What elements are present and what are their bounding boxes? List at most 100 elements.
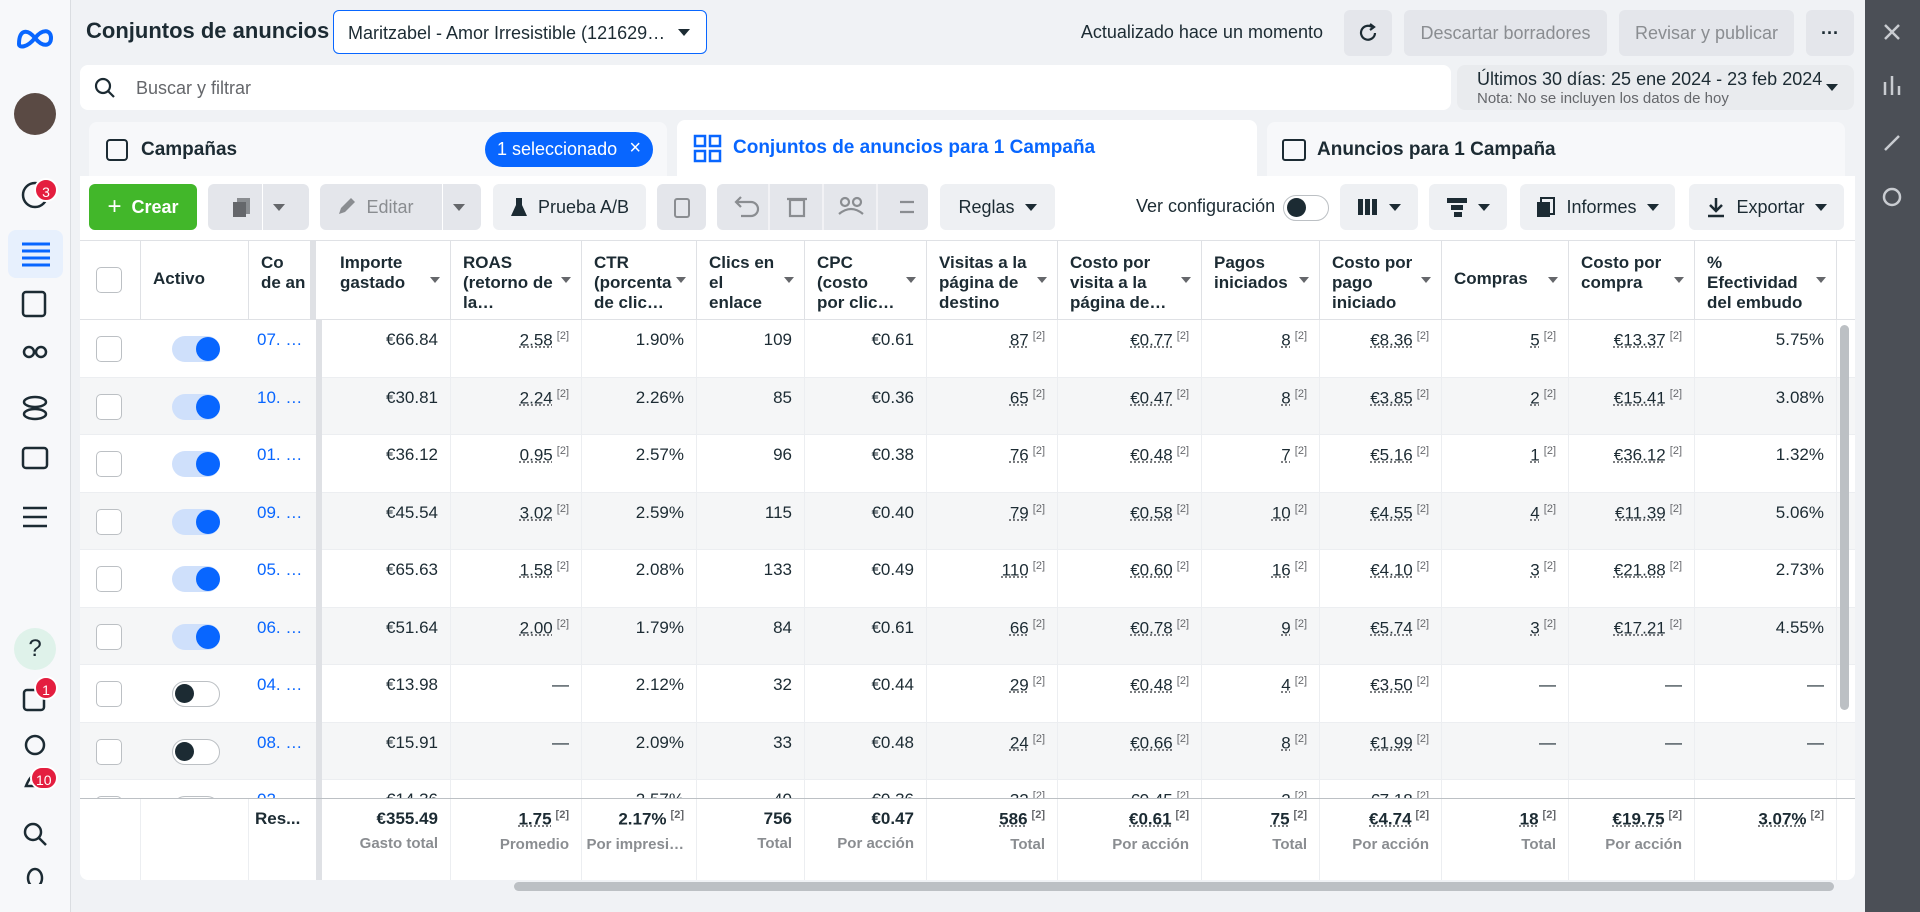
table-cell: 1 [2]: [1442, 435, 1569, 493]
account-select[interactable]: Maritzabel - Amor Irresistible (121629…: [333, 10, 707, 54]
menu-icon[interactable]: [20, 502, 50, 532]
adset-name[interactable]: 05. …: [249, 550, 322, 608]
row-checkbox[interactable]: [96, 508, 122, 535]
adset-name[interactable]: 08. …: [249, 722, 322, 780]
column-header[interactable]: Visitas a la página de destino: [927, 241, 1058, 319]
create-button[interactable]: + Crear: [89, 184, 197, 230]
column-header[interactable]: ROAS (retorno de la…: [451, 241, 582, 319]
table-cell: 65 [2]: [927, 377, 1058, 435]
row-checkbox[interactable]: [96, 267, 122, 293]
adset-name[interactable]: 09. …: [249, 492, 322, 550]
cell-value: 75: [1270, 809, 1290, 829]
adsets-tab[interactable]: Conjuntos de anuncios para 1 Campaña: [677, 120, 1257, 180]
cell-value: 1.90%: [635, 330, 684, 349]
row-checkbox[interactable]: [96, 738, 122, 765]
vertical-scrollbar[interactable]: [1840, 325, 1849, 710]
table-cell: €4.10 [2]: [1320, 550, 1442, 608]
updated-status: Actualizado hace un momento: [1080, 22, 1323, 42]
more-button[interactable]: ···: [1806, 10, 1854, 56]
column-header[interactable]: % Efectividad del embudo: [1695, 241, 1837, 319]
cell-note: [2]: [1176, 732, 1189, 745]
column-header[interactable]: Costo por pago iniciado: [1320, 241, 1442, 319]
row-checkbox[interactable]: [96, 566, 122, 592]
adset-name[interactable]: 02. …: [249, 780, 322, 798]
cell-value: 2: [1281, 791, 1290, 798]
cell-value: 40: [773, 790, 792, 798]
column-header[interactable]: Compras: [1442, 241, 1569, 319]
nav-icons[interactable]: [20, 290, 50, 490]
selected-chip[interactable]: 1 seleccionado ×: [485, 132, 653, 167]
cell-value: —: [552, 675, 569, 694]
adset-name[interactable]: 04. …: [249, 665, 322, 723]
help-icon[interactable]: ?: [14, 628, 56, 670]
horizontal-scrollbar[interactable]: [514, 882, 1834, 891]
status-toggle[interactable]: [172, 451, 220, 477]
column-header[interactable]: Costo por visita a la página de…: [1058, 241, 1202, 319]
footer-spacer: [141, 799, 249, 880]
adset-name[interactable]: 10. …: [249, 377, 322, 435]
adset-name[interactable]: 01. …: [249, 435, 322, 493]
ab-test-button[interactable]: Prueba A/B: [493, 184, 646, 230]
action-group[interactable]: [717, 184, 928, 230]
table-cell: 2.58 [2]: [451, 320, 582, 378]
row-checkbox[interactable]: [96, 393, 122, 420]
refresh-button[interactable]: [1344, 10, 1392, 56]
status-toggle[interactable]: [172, 738, 220, 765]
clipboard-button[interactable]: [657, 184, 706, 230]
column-header[interactable]: Importe gastado: [328, 241, 451, 319]
search-bar[interactable]: Buscar y filtrar: [80, 65, 1451, 110]
row-checkbox[interactable]: [96, 451, 122, 477]
cell-value: €0.61: [871, 617, 914, 637]
avatar[interactable]: [14, 93, 56, 135]
reports-button[interactable]: Informes: [1520, 184, 1675, 230]
table-cell: —: [1442, 665, 1569, 723]
table-cell: —: [1695, 722, 1837, 780]
cell-value: 10: [1271, 503, 1291, 523]
rules-button[interactable]: Reglas: [940, 184, 1055, 230]
adset-name[interactable]: 06. …: [249, 607, 322, 665]
status-toggle[interactable]: [172, 336, 220, 362]
adset-name[interactable]: 07. …: [249, 320, 322, 378]
table-cell: 2.24 [2]: [451, 377, 582, 435]
sort-caret: [1674, 277, 1684, 283]
cell-value: €4.55: [1370, 503, 1413, 523]
duplicate-button[interactable]: [208, 184, 309, 230]
row-checkbox[interactable]: [96, 623, 122, 650]
column-header[interactable]: CTR (porcenta de clic…: [582, 241, 697, 319]
table-cell: 2.57%: [582, 435, 697, 493]
nav-active[interactable]: [8, 230, 63, 278]
ads-tab[interactable]: Anuncios para 1 Campaña: [1267, 122, 1845, 177]
footer-cell: €355.49 Gasto total: [328, 799, 451, 880]
breakdown-button[interactable]: [1429, 184, 1507, 230]
row-checkbox[interactable]: [96, 336, 122, 362]
status-toggle[interactable]: [172, 623, 220, 650]
column-header[interactable]: Pagos iniciados: [1202, 241, 1320, 319]
cell-value: €4.74: [1369, 809, 1412, 829]
cell-value: €13.37: [1613, 330, 1666, 350]
view-settings-toggle[interactable]: [1283, 195, 1329, 221]
review-button[interactable]: Revisar y publicar: [1619, 10, 1794, 56]
column-header[interactable]: Costo por compra: [1569, 241, 1695, 319]
cell-value: 84: [773, 617, 792, 637]
bottom-icons[interactable]: [20, 684, 50, 884]
table-cell: €0.36: [805, 377, 927, 435]
edit-button[interactable]: Editar: [320, 184, 481, 230]
cell-value: 33: [773, 732, 792, 752]
discard-button[interactable]: Descartar borradores: [1404, 10, 1607, 56]
table-cell: 2.09%: [582, 722, 697, 780]
status-toggle[interactable]: [172, 566, 220, 592]
cell-value: —: [1539, 790, 1556, 798]
status-toggle[interactable]: [172, 508, 220, 535]
column-header[interactable]: CPC (costo por clic…: [805, 241, 927, 319]
footer-cell: 3.07% [2]: [1695, 799, 1837, 880]
row-checkbox[interactable]: [96, 681, 122, 707]
cell-value: 66: [1009, 618, 1029, 638]
status-toggle[interactable]: [172, 681, 220, 707]
columns-button[interactable]: [1340, 184, 1418, 230]
campaigns-tab[interactable]: Campañas 1 seleccionado ×: [89, 122, 667, 177]
table-cell: €45.54: [328, 492, 451, 550]
status-toggle[interactable]: [172, 393, 220, 420]
column-header[interactable]: Clics en el enlace: [697, 241, 805, 319]
export-button[interactable]: Exportar: [1689, 184, 1844, 230]
date-picker[interactable]: Últimos 30 días: 25 ene 2024 - 23 feb 20…: [1457, 65, 1854, 110]
